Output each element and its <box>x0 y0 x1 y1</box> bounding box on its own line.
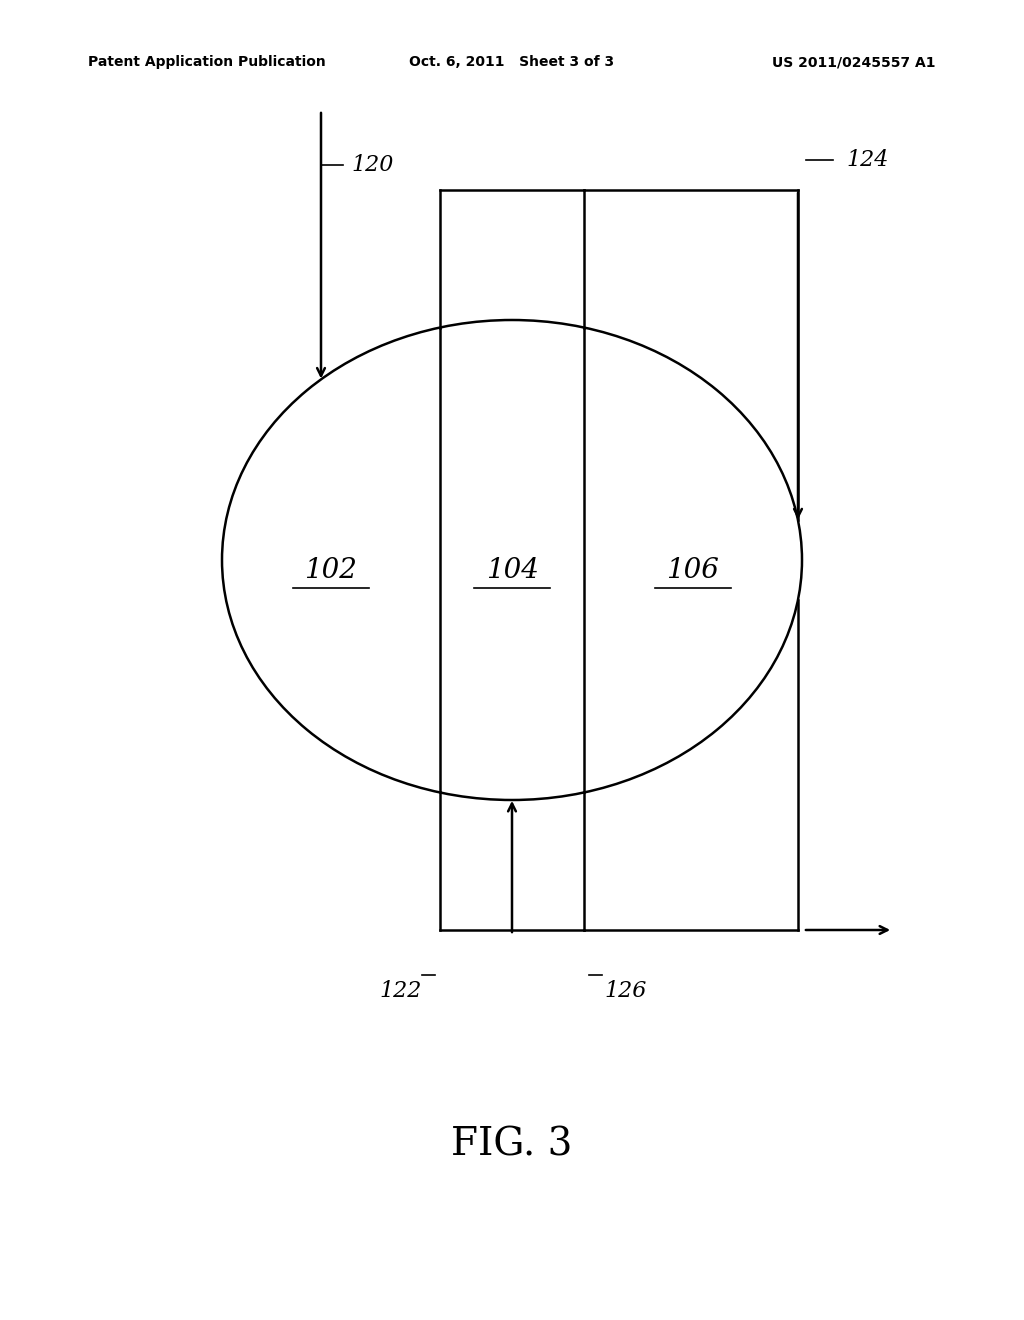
Text: 106: 106 <box>667 557 720 583</box>
Text: 124: 124 <box>846 149 889 172</box>
Text: 126: 126 <box>604 979 646 1002</box>
Text: FIG. 3: FIG. 3 <box>452 1126 572 1163</box>
Text: 122: 122 <box>380 979 422 1002</box>
Text: Patent Application Publication: Patent Application Publication <box>88 55 326 69</box>
Text: 104: 104 <box>485 557 539 583</box>
Text: Oct. 6, 2011   Sheet 3 of 3: Oct. 6, 2011 Sheet 3 of 3 <box>410 55 614 69</box>
Text: US 2011/0245557 A1: US 2011/0245557 A1 <box>772 55 936 69</box>
Text: 120: 120 <box>351 154 393 176</box>
Text: 102: 102 <box>304 557 357 583</box>
